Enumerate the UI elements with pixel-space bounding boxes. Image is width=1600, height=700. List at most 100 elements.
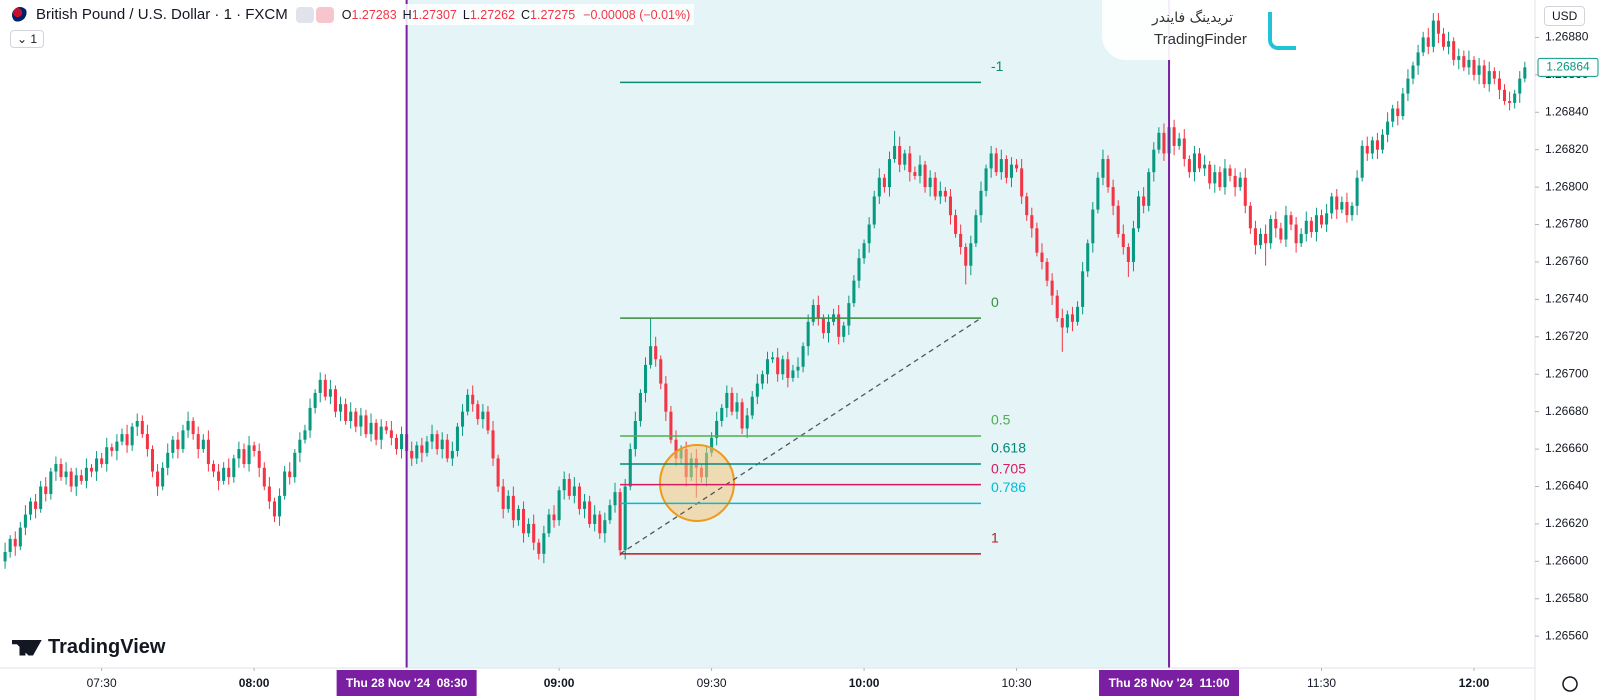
candle-body [176, 439, 180, 450]
candle-body [181, 430, 185, 450]
candle-body [760, 374, 764, 384]
candle-body [318, 379, 322, 393]
candle-body [1177, 138, 1181, 146]
logo-mark [1268, 12, 1296, 50]
y-tick-label: 1.26640 [1545, 479, 1589, 493]
candle-body [1416, 52, 1420, 66]
candle-body [623, 486, 627, 551]
pill[interactable] [315, 6, 334, 23]
candle-body [455, 426, 459, 451]
candle-body [1370, 140, 1374, 154]
candle-body [206, 439, 210, 465]
candle-body [156, 471, 160, 487]
y-tick-label: 1.26660 [1545, 441, 1589, 455]
candle-body [89, 467, 94, 472]
candle-body [735, 402, 739, 412]
candle-body [669, 411, 673, 440]
pill[interactable] [295, 6, 314, 23]
candle-body [1406, 78, 1410, 94]
currency-button[interactable]: USD [1544, 6, 1586, 26]
time-axis-bg [0, 668, 1600, 700]
candle-body [750, 396, 754, 416]
candle-body [18, 527, 22, 547]
ohlc-item: L1.27262 [463, 8, 515, 22]
candle-body [1137, 196, 1141, 229]
candle-body [638, 392, 642, 422]
candle-body [1126, 246, 1130, 262]
candle-body [1076, 306, 1080, 322]
fib-label: 0 [991, 294, 999, 310]
candle-body [786, 359, 790, 378]
candle-body [572, 486, 576, 496]
y-tick-label: 1.26780 [1545, 217, 1589, 231]
candle-body [1253, 228, 1257, 246]
candle-body [898, 145, 902, 165]
candle-body [1131, 228, 1135, 262]
candle-body [1401, 93, 1405, 117]
candle-body [100, 458, 104, 465]
candle-body [613, 492, 617, 506]
candle-body [1192, 153, 1196, 173]
candle-body [323, 379, 327, 397]
candle-body [374, 422, 378, 440]
candle-body [1411, 65, 1415, 79]
candle-body [1223, 168, 1227, 188]
candle-body [1081, 271, 1085, 307]
ohlc-key: C [521, 7, 531, 22]
currency-label: USD [1552, 9, 1578, 23]
candle-body [1091, 209, 1095, 244]
candle-body [740, 402, 744, 429]
session-label-bg [1099, 670, 1240, 696]
candle-body [1447, 41, 1451, 47]
x-tick-label: 09:00 [544, 676, 575, 690]
candle-body [969, 243, 973, 266]
interval-value: 1 [30, 32, 38, 46]
candle-body [557, 490, 561, 521]
candle-body [49, 471, 53, 494]
highlight-circle [659, 444, 735, 522]
candle-body [1492, 71, 1496, 79]
candle-body [532, 523, 536, 543]
candle-body [1421, 37, 1425, 53]
interval-dropdown[interactable]: ⌄ 1 [10, 30, 45, 48]
candle-body [120, 434, 124, 442]
candle-body [1045, 261, 1049, 281]
candle-body [537, 542, 541, 554]
candle-body [1162, 132, 1166, 154]
fib-label: 0.786 [991, 479, 1026, 495]
candle-body [1426, 37, 1430, 47]
candle-body [552, 514, 556, 521]
tradingview-watermark: TradingView [12, 636, 165, 659]
settings-icon[interactable] [1562, 676, 1578, 692]
candle-body [328, 389, 332, 397]
candle-body [1350, 205, 1354, 216]
candle-body [1015, 164, 1019, 169]
candle-body [857, 258, 861, 281]
candle-body [384, 426, 388, 431]
candle-body [466, 394, 470, 412]
candle-body [923, 164, 927, 188]
candle-body [201, 439, 205, 450]
candle-body [542, 533, 546, 554]
ohlc-item: C1.27275 [521, 8, 575, 22]
candle-body [389, 430, 393, 438]
candle-body [262, 467, 266, 487]
candle-body [1111, 187, 1115, 206]
candle-body [1299, 233, 1303, 244]
candle-body [1330, 196, 1334, 214]
candle-body [237, 449, 241, 459]
candle-body [257, 450, 261, 468]
candle-body [211, 464, 216, 472]
x-tick-label: 12:00 [1459, 676, 1490, 690]
candle-body [842, 325, 846, 337]
candle-body [115, 441, 119, 451]
candle-body [425, 441, 429, 453]
candle-body [84, 467, 88, 481]
candle-body [1116, 205, 1120, 234]
y-tick-label: 1.26600 [1545, 554, 1589, 568]
session-fill [406, 0, 1170, 668]
candle-body [59, 464, 63, 478]
